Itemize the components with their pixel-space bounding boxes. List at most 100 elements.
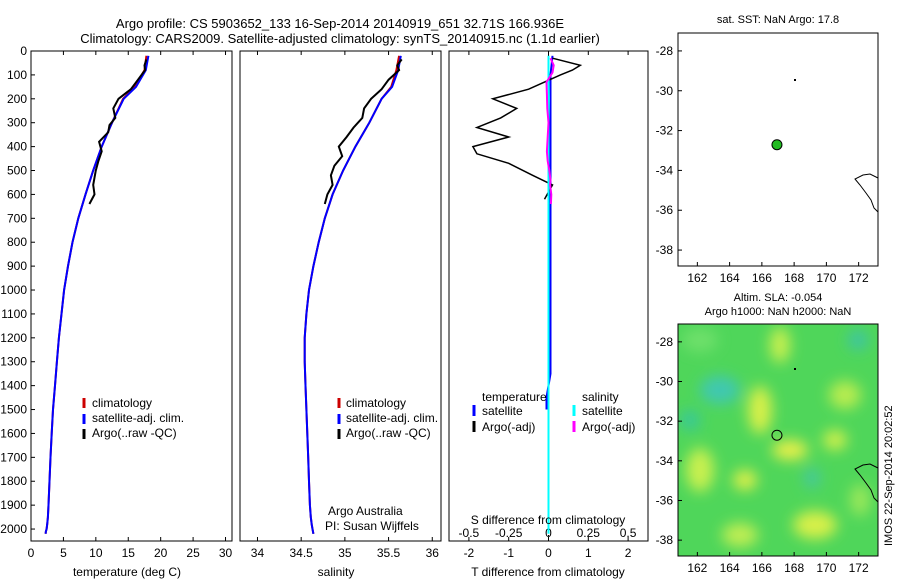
temperature-axis-tick-label: 5 [60, 546, 67, 560]
sst-map-lat-tick-label: -38 [656, 243, 674, 257]
header-line1: Argo profile: CS 5903652_133 16-Sep-2014… [116, 16, 564, 31]
legend-sal-argo-label: Argo(-adj) [582, 420, 635, 434]
sla-map-lon-tick-label: 168 [784, 561, 804, 575]
t-difference-label: T difference from climatology [471, 565, 625, 579]
sla-map-lon-tick-label: 170 [816, 561, 836, 575]
depth-axis-tick-label: 1800 [0, 474, 27, 488]
salinity-series [303, 55, 403, 534]
salinity-axis-tick-label: 34 [251, 546, 265, 560]
sla-map-lat-tick-label: -36 [656, 493, 674, 507]
sst-small-island [794, 79, 796, 81]
salinity-axis-tick-label: 36 [426, 546, 440, 560]
temperature-axis-tick-label: 20 [154, 546, 168, 560]
series-argo-raw-qc [323, 58, 403, 205]
legend-salinity-label: salinity [582, 390, 619, 404]
legend-satellite-label: satellite-adj. clim. [346, 411, 438, 425]
depth-axis-tick-label: 2000 [0, 522, 27, 536]
series-argo-raw-qc [88, 59, 148, 205]
temperature-series [44, 55, 150, 534]
temperature-axis-tick-label: 10 [89, 546, 103, 560]
sst-map-lon-tick-label: 168 [784, 271, 804, 285]
s-difference-label: S difference from climatology [471, 513, 626, 527]
sla-map-panel: Altim. SLA: -0.054 Argo h1000: NaN h2000… [656, 292, 879, 575]
legend-satellite-label: satellite-adj. clim. [92, 411, 184, 425]
s-difference-tick-label: 0.5 [620, 526, 637, 540]
difference-legend: temperature satellite Argo(-adj) salinit… [472, 390, 635, 434]
salinity-panel: 34 34.5 35 35.5 36 salinity climatology sate… [239, 50, 442, 579]
depth-axis-tick-label: 300 [7, 116, 27, 130]
sst-float-marker [771, 139, 783, 151]
depth-axis-tick-label: 1400 [0, 379, 27, 393]
imos-stamp: IMOS 22-Sep-2014 20:02:52 [883, 405, 895, 546]
sla-map-lat-tick-label: -28 [656, 335, 674, 349]
temperature-axis-tick-label: 15 [122, 546, 136, 560]
temperature-legend: climatology satellite-adj. clim. Argo(..… [82, 396, 184, 440]
t-difference-axis-tick-label: -1 [503, 546, 514, 560]
salinity-legend: climatology satellite-adj. clim. Argo(..… [337, 396, 438, 440]
t-difference-axis-tick-label: 1 [585, 546, 592, 560]
temperature-axis-ticks: 0 5 10 15 20 25 30 [28, 51, 233, 560]
sla-float-marker [771, 429, 783, 441]
sst-map-lon-tick-label: 172 [849, 271, 869, 285]
temperature-axes [30, 50, 233, 542]
depth-axis-tick-label: 200 [7, 92, 27, 106]
header-line2: Climatology: CARS2009. Satellite-adjuste… [80, 31, 600, 46]
salinity-axis-tick-label: 35.5 [377, 546, 401, 560]
sla-map-title1: Altim. SLA: -0.054 [734, 292, 823, 304]
depth-axis-tick-label: 1900 [0, 498, 27, 512]
s-difference-tick-label: -0.25 [495, 526, 523, 540]
salinity-axis-tick-label: 35 [338, 546, 352, 560]
sst-map-title: sat. SST: NaN Argo: 17.8 [717, 14, 839, 26]
credit-line1: Argo Australia [328, 504, 403, 518]
s-difference-tick-label: -0.5 [459, 526, 480, 540]
temperature-panel: 0100200300400500600700800900100011001200… [0, 44, 232, 579]
sla-small-island [794, 368, 796, 370]
sst-map-lat-tick-label: -30 [656, 84, 674, 98]
series-satellite-adj-clim [44, 55, 150, 534]
sst-map-ticks: 162 164 166 168 170 172 -28 -30 -32 -34 -36 -38 [656, 44, 869, 285]
sst-map-lat-tick-label: -32 [656, 124, 674, 138]
legend-climatology-label: climatology [92, 396, 152, 410]
depth-axis-tick-label: 900 [7, 259, 27, 273]
legend-temp-satellite-label: satellite [482, 404, 523, 418]
depth-axis-tick-label: 600 [7, 187, 27, 201]
series-salinity-argo-adj [545, 57, 555, 205]
depth-axis-tick-label: 1200 [0, 331, 27, 345]
series-satellite-adj-clim [303, 55, 402, 534]
sst-map-lon-tick-label: 166 [752, 271, 772, 285]
salinity-xlabel: salinity [318, 565, 355, 579]
depth-axis-tick-label: 1300 [0, 355, 27, 369]
sst-map-lon-tick-label: 164 [720, 271, 740, 285]
depth-axis-tick-label: 0 [20, 44, 27, 58]
temperature-axis-tick-label: 0 [28, 546, 35, 560]
depth-axis-tick-label: 500 [7, 164, 27, 178]
legend-temp-argo-label: Argo(-adj) [482, 420, 535, 434]
sla-map-lon-tick-label: 172 [849, 561, 869, 575]
sst-map-lat-tick-label: -34 [656, 163, 674, 177]
s-difference-tick-label: 0.25 [577, 526, 601, 540]
depth-axis-tick-label: 100 [7, 68, 27, 82]
sla-map-lat-tick-label: -34 [656, 454, 674, 468]
series-temperature-argo-adj [471, 57, 583, 200]
legend-temperature-label: temperature [482, 390, 547, 404]
sla-map-lat-tick-label: -30 [656, 375, 674, 389]
difference-series [471, 55, 583, 534]
sla-map-ticks: 162 164 166 168 170 172 -28 -30 -32 -34 -36 -38 [656, 335, 869, 575]
sst-map-lat-tick-label: -36 [656, 203, 674, 217]
depth-axis-tick-label: 800 [7, 235, 27, 249]
sla-map-lat-tick-label: -32 [656, 414, 674, 428]
depth-axis-tick-label: 1700 [0, 450, 27, 464]
salinity-axes [239, 50, 442, 542]
sst-map-lon-tick-label: 170 [816, 271, 836, 285]
t-difference-axis-tick-label: -2 [464, 546, 475, 560]
series-temperature-satellite [545, 55, 554, 410]
sst-map-lat-tick-label: -28 [656, 44, 674, 58]
credit-line2: PI: Susan Wijffels [325, 519, 419, 533]
difference-panel: -2 -1 0 1 2-0.5 -0.25 0 0.25 0.5 S difference fr… [448, 50, 649, 579]
legend-argo-label: Argo(..raw -QC) [92, 426, 177, 440]
sst-map-lon-tick-label: 162 [687, 271, 707, 285]
depth-axis-tick-label: 1100 [1, 307, 27, 321]
temperature-axis-tick-label: 25 [186, 546, 200, 560]
temperature-xlabel: temperature (deg C) [73, 565, 181, 579]
